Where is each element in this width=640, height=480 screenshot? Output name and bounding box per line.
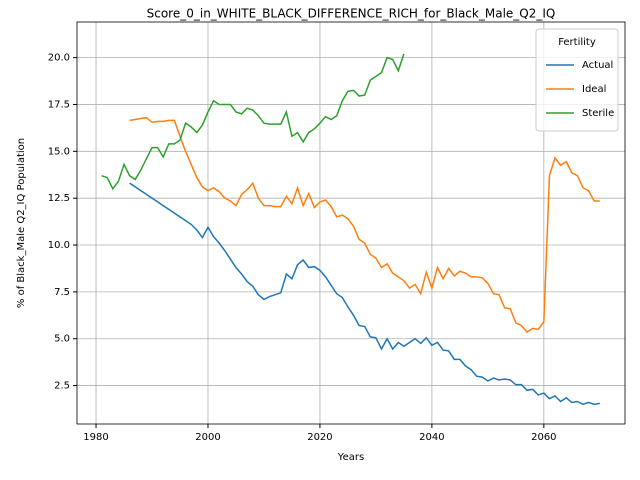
line (101, 53, 405, 191)
plot-frame (76, 21, 626, 425)
legend-title: Fertility (558, 37, 596, 48)
line (129, 116, 600, 334)
legend-label: Actual (582, 60, 613, 71)
y-tick-label: 7.5 (54, 287, 70, 298)
legend-label: Ideal (582, 84, 606, 95)
x-axis-label: Years (337, 452, 364, 463)
x-tick-label: 2020 (307, 432, 332, 443)
y-tick-label: 15.0 (48, 146, 70, 157)
legend-box (535, 28, 619, 132)
y-tick-label: 5.0 (54, 334, 70, 345)
x-tick-label: 1980 (83, 432, 108, 443)
line (129, 182, 600, 406)
x-tick-label: 2040 (419, 432, 444, 443)
y-tick-label: 10.0 (48, 240, 70, 251)
x-tick-label: 2060 (531, 432, 556, 443)
chart-title: Score_0_in_WHITE_BLACK_DIFFERENCE_RICH_f… (147, 7, 556, 21)
y-tick-label: 17.5 (48, 99, 70, 110)
x-tick-label: 2000 (195, 432, 220, 443)
y-tick-label: 2.5 (54, 381, 70, 392)
y-tick-label: 12.5 (48, 193, 70, 204)
y-tick-label: 20.0 (48, 53, 70, 64)
y-axis-label: % of Black_Male Q2_IQ Population (16, 138, 27, 308)
legend-label: Sterile (582, 108, 614, 119)
legend: Fertility Actual Ideal Sterile (535, 28, 619, 132)
